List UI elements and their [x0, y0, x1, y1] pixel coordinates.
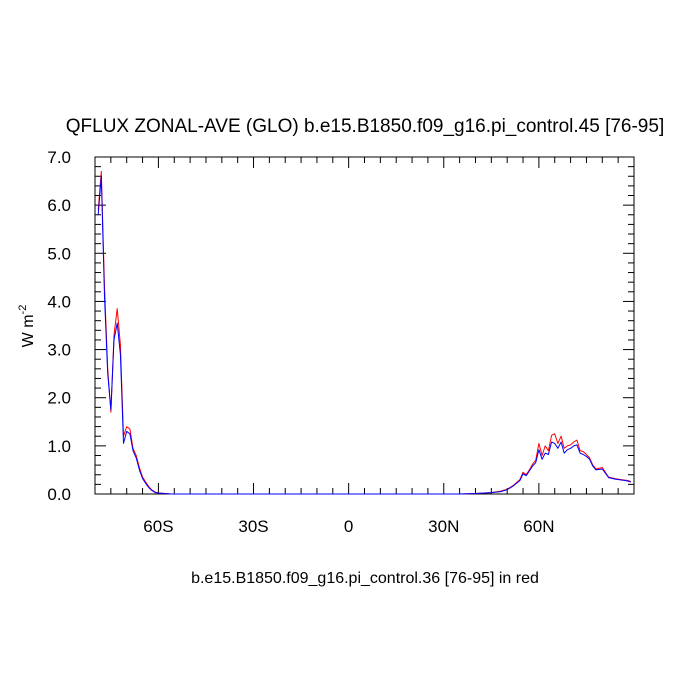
y-axis-label-exponent: -2: [17, 305, 29, 315]
y-tick-label: 4.0: [47, 292, 71, 311]
y-axis-label-text: W m: [20, 314, 37, 347]
y-tick-labels: 0.0 1.0 2.0 3.0 4.0 5.0 6.0 7.0: [47, 148, 71, 504]
y-axis-label: W m-2: [17, 305, 37, 348]
chart-title: QFLUX ZONAL-AVE (GLO) b.e15.B1850.f09_g1…: [66, 116, 664, 137]
y-tick-label: 2.0: [47, 389, 71, 408]
x-tick-label: 30S: [238, 517, 268, 536]
x-tick-labels: 60S 30S 0 30N 60N: [143, 517, 554, 536]
y-tick-label: 5.0: [47, 244, 71, 263]
y-tick-label: 6.0: [47, 196, 71, 215]
series-line-1: [97, 175, 631, 495]
y-tick-label: 0.0: [47, 485, 71, 504]
y-tick-label: 1.0: [47, 437, 71, 456]
x-tick-label: 60S: [143, 517, 173, 536]
y-tick-label: 7.0: [47, 148, 71, 167]
plot-frame: [94, 156, 635, 495]
x-axis-label: b.e15.B1850.f09_g16.pi_control.36 [76-95…: [191, 570, 539, 587]
major-ticks: [95, 157, 634, 494]
x-tick-label: 30N: [428, 517, 459, 536]
x-tick-label: 0: [344, 517, 353, 536]
y-tick-label: 3.0: [47, 341, 71, 360]
x-tick-label: 60N: [523, 517, 554, 536]
minor-ticks: [94, 157, 634, 494]
series-lines: [97, 170, 631, 495]
